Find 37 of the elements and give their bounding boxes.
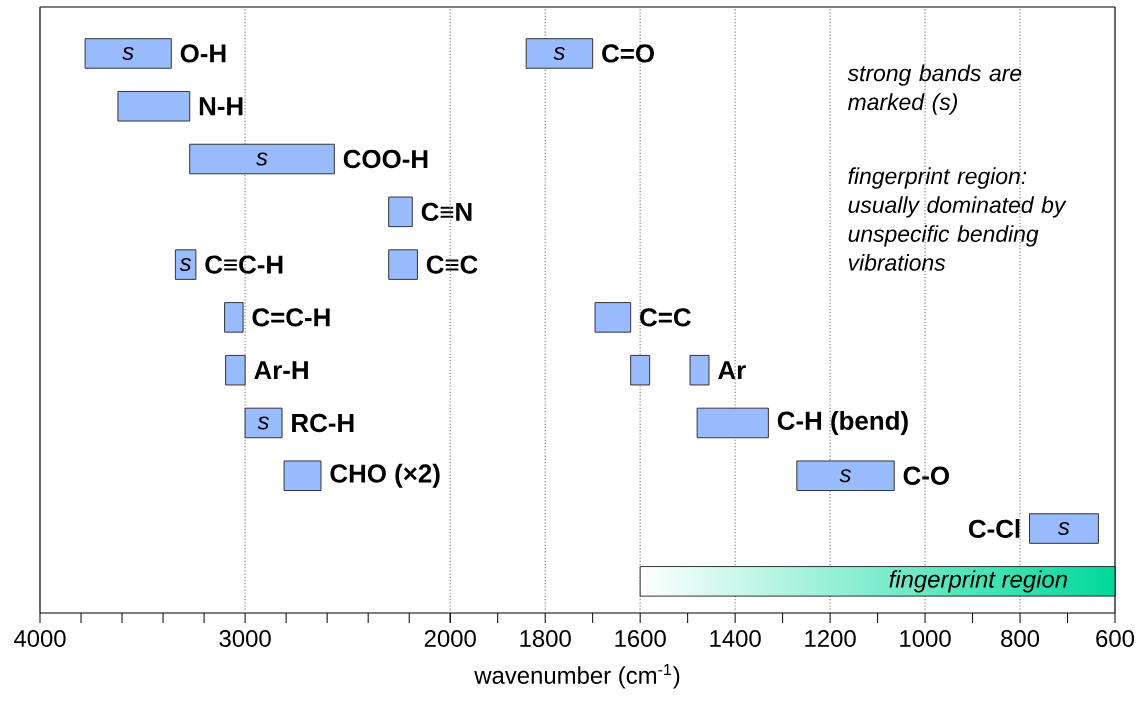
series-label: C-H (bend) (777, 410, 908, 436)
data-label: s (1058, 521, 1070, 536)
x-tick-label: 800 (1001, 630, 1040, 647)
series-label: RC-H (292, 413, 354, 433)
series-label: C-O (903, 466, 949, 485)
series-label: C≡C (426, 255, 478, 274)
data-label: s (553, 46, 565, 60)
series-label: O-H (180, 44, 226, 63)
series-label: COO-H (343, 149, 428, 169)
x-tick-label: 3000 (219, 630, 271, 647)
data-label: s (179, 258, 192, 272)
series-label: Ar (718, 361, 746, 380)
x-tick-label: 600 (1096, 630, 1135, 647)
data-label: s (256, 152, 268, 166)
data-label: s (839, 469, 852, 483)
series-label: C≡N (421, 202, 472, 221)
x-axis-title: wavenumber (cm$^{-1}$) (474, 664, 680, 689)
series-label: C-Cl (968, 519, 1020, 539)
series-label: C=C-H (252, 308, 330, 327)
x-tick-label: 1800 (520, 630, 571, 647)
annotation: fingerprint region: usually dominated by unspecific bending vibrations (848, 167, 1067, 271)
series-label: CHO (×2) (330, 463, 440, 488)
annotation: strong bands are marked (s) (847, 64, 1022, 115)
x-tick-label: 1000 (900, 630, 951, 647)
data-label: s (257, 416, 270, 430)
series-label: N-H (199, 97, 243, 116)
series-label: Ar-H (254, 361, 308, 380)
data-label: s (122, 46, 134, 60)
band-label: fingerprint region (889, 570, 1067, 593)
x-tick-label: 1400 (710, 630, 761, 647)
series-label: C=O (602, 44, 654, 63)
x-tick-label: 4000 (13, 630, 66, 647)
series-label: C≡C-H (205, 255, 283, 274)
x-tick-label: 1600 (615, 630, 666, 647)
series-label: C=C (640, 308, 691, 327)
x-tick-label: 2000 (424, 630, 476, 647)
x-tick-label: 1200 (805, 630, 856, 647)
